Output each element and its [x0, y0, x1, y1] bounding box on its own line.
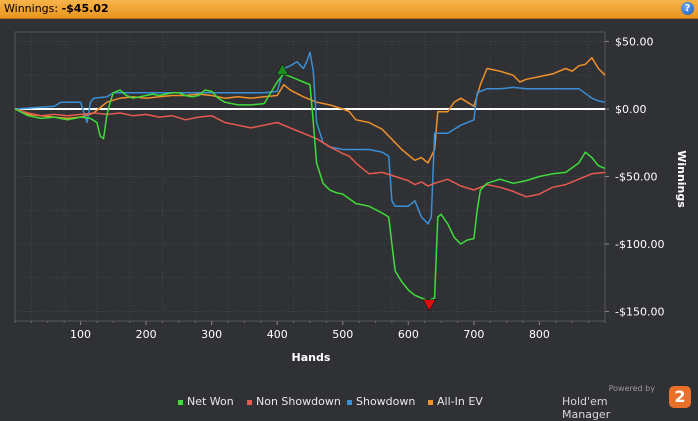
min-marker: [422, 299, 436, 312]
legend-swatch: [428, 399, 433, 405]
y-tick-label: -$100.00: [615, 238, 664, 251]
legend-item-net-won[interactable]: Net Won: [178, 395, 234, 408]
legend-item-non-showdown[interactable]: Non Showdown: [247, 395, 341, 408]
legend-item-showdown[interactable]: Showdown: [347, 395, 415, 408]
winnings-chart: 100 200 300 400 500 600 700 800 $50.00 $0.00 -$50.…: [14, 31, 688, 364]
x-tick-label: 200: [136, 328, 157, 341]
legend-label: Showdown: [356, 395, 416, 408]
legend-swatch: [178, 399, 183, 405]
chart-series: [14, 51, 606, 302]
legend-item-all-in-ev[interactable]: All-In EV: [428, 395, 483, 408]
chart-axes: 100 200 300 400 500 600 700 800 $50.00 $0.00 -$50.…: [14, 35, 664, 341]
series-line-non-showdown: [14, 108, 606, 198]
winnings-title: Winnings: -$45.02: [4, 2, 109, 15]
winnings-label: Winnings:: [4, 2, 62, 15]
series-line-all-in-ev: [14, 56, 606, 164]
y-tick-label: $50.00: [615, 35, 654, 48]
title-bar: Winnings: -$45.02 ?: [0, 0, 698, 19]
branding: Powered by Hold'em Manager 2: [562, 384, 694, 421]
y-tick-label: -$150.00: [615, 306, 664, 319]
winnings-value: -$45.02: [61, 2, 109, 15]
legend-label: Non Showdown: [256, 395, 341, 408]
powered-by-text: Powered by: [608, 384, 655, 393]
x-tick-label: 100: [70, 328, 91, 341]
product-name: Hold'em Manager: [562, 395, 611, 421]
x-tick-label: 600: [398, 328, 419, 341]
help-icon[interactable]: ?: [681, 2, 694, 15]
x-tick-label: 700: [463, 328, 484, 341]
y-tick-label: -$50.00: [615, 171, 657, 184]
x-axis-label: Hands: [292, 351, 331, 364]
chart-markers: [276, 63, 436, 312]
legend-label: All-In EV: [437, 395, 483, 408]
x-tick-label: 800: [529, 328, 550, 341]
hm2-logo-icon: 2: [669, 386, 691, 408]
x-tick-label: 300: [201, 328, 222, 341]
series-line-net-won: [14, 73, 606, 302]
max-marker: [276, 63, 289, 76]
legend-label: Net Won: [187, 395, 234, 408]
x-tick-label: 400: [267, 328, 288, 341]
chart-grid: [14, 31, 606, 322]
legend-swatch: [347, 399, 352, 405]
x-tick-label: 500: [332, 328, 353, 341]
y-tick-label: $0.00: [615, 103, 647, 116]
legend-swatch: [247, 399, 252, 405]
y-axis-label: Winnings: [675, 150, 688, 208]
